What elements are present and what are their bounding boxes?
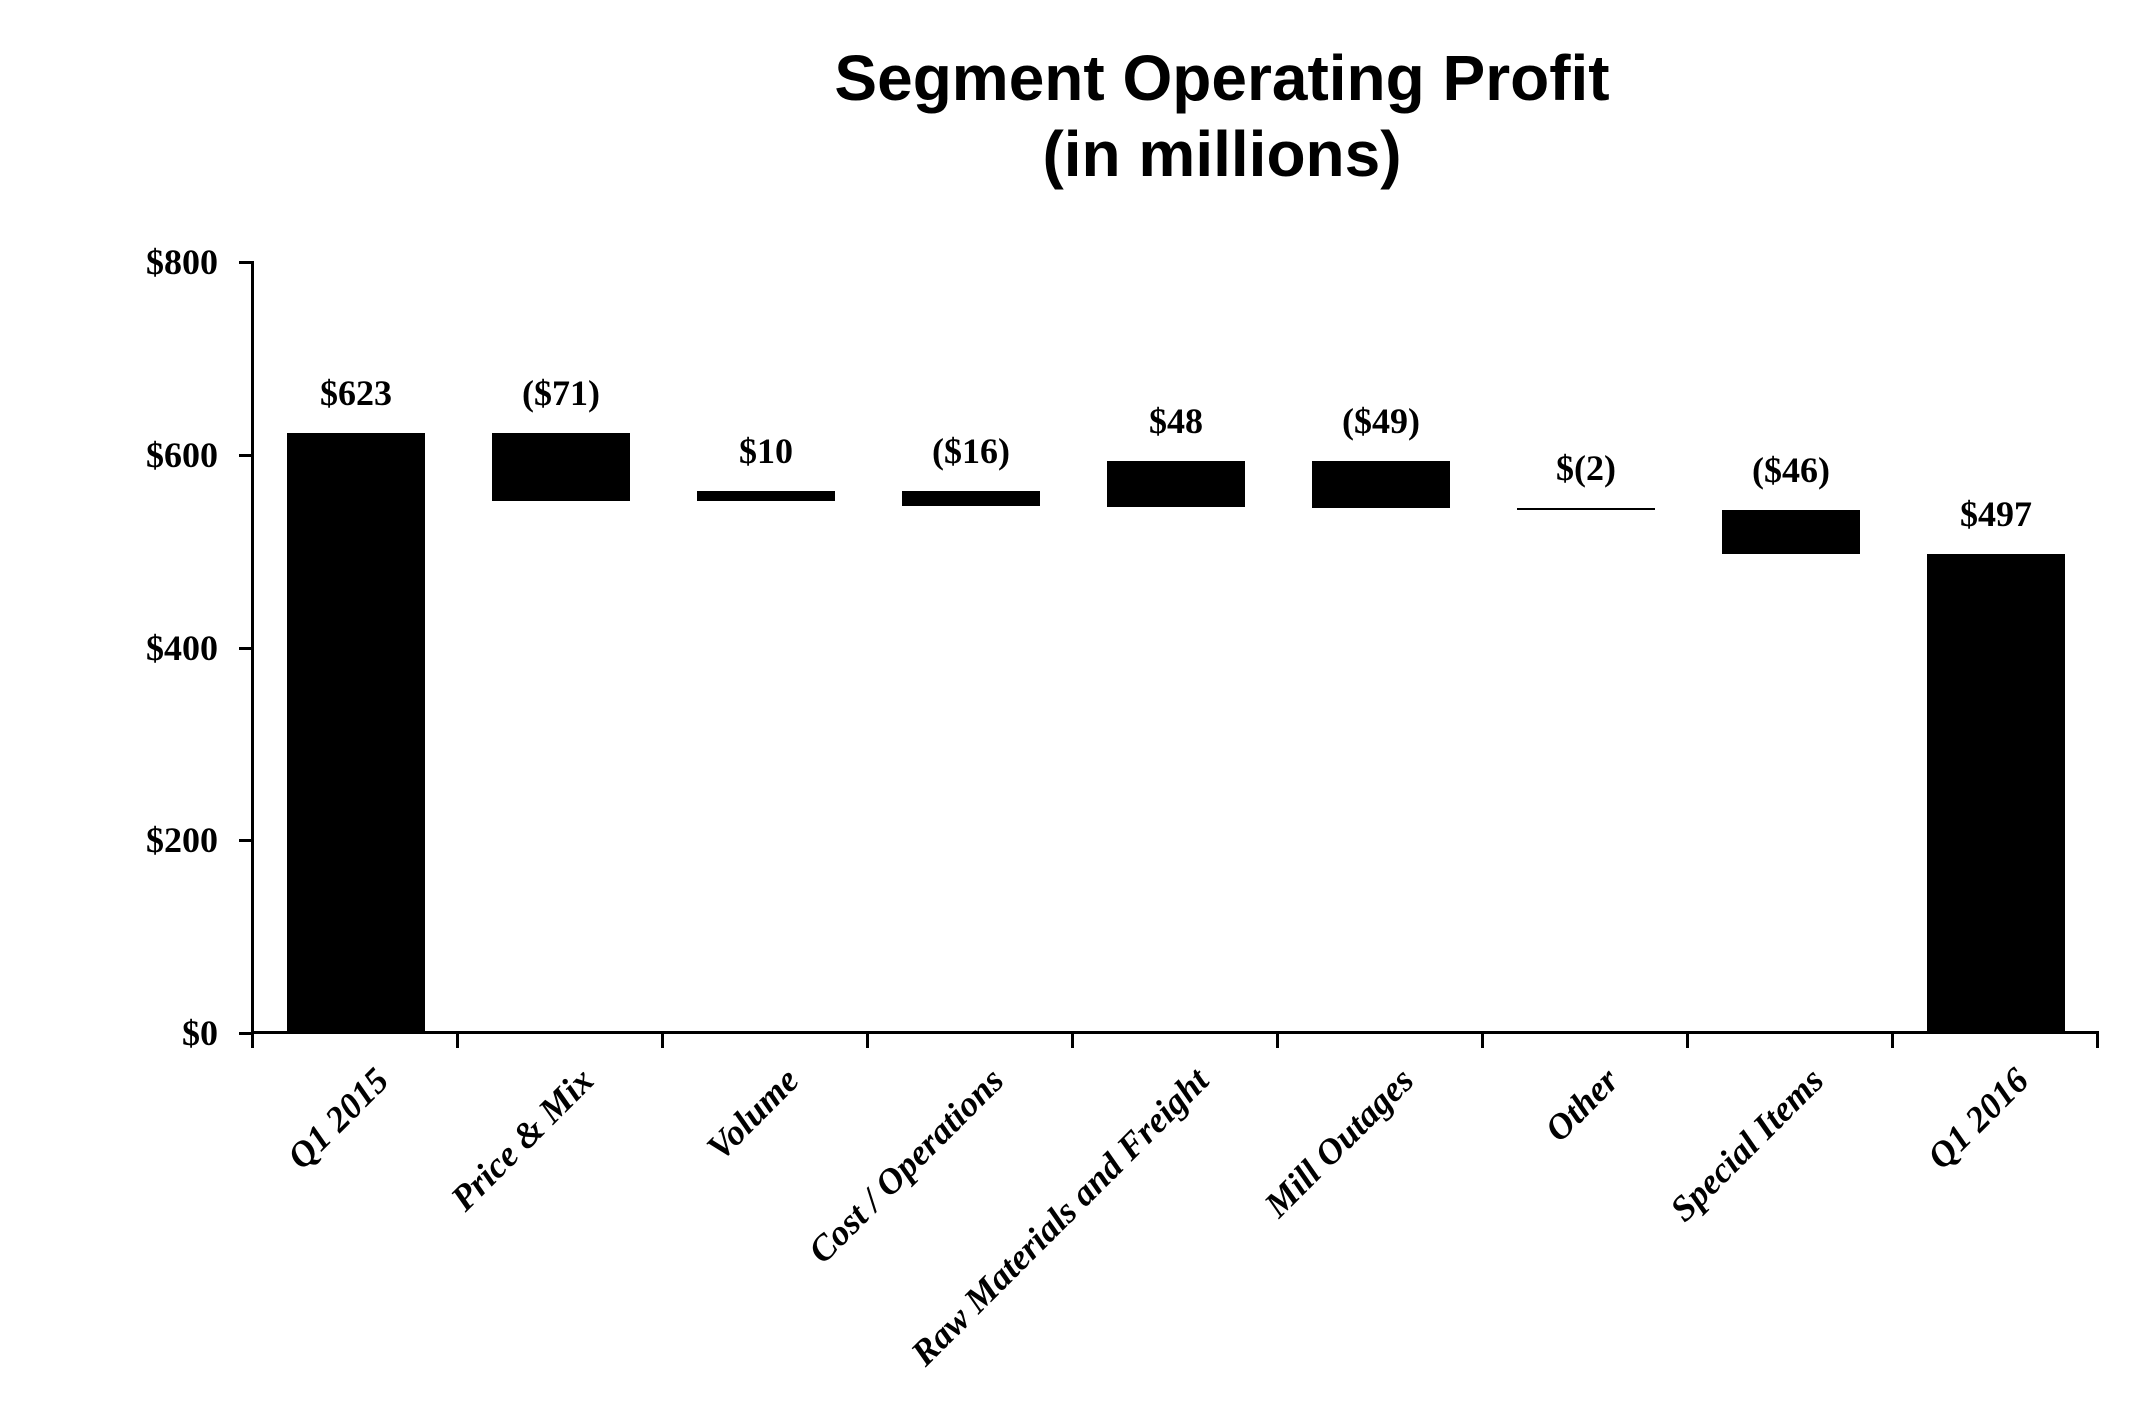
chart-title: Segment Operating Profit (in millions) [834,40,1609,192]
y-axis-label: $600 [146,435,218,475]
category-label-q1-2015: Q1 2015 [279,1060,397,1177]
bar-other [1517,508,1655,510]
x-tick [456,1031,459,1048]
x-tick [1891,1031,1894,1048]
y-axis-label: $0 [182,1013,218,1053]
value-label-mill-outages: ($49) [1342,401,1420,441]
value-label-q1-2016: $497 [1960,494,2032,534]
bar-cost-operations [902,491,1040,506]
value-label-volume: $10 [739,431,793,471]
value-label-q1-2015: $623 [320,373,392,413]
y-axis-label: $800 [146,242,218,282]
bar-price-mix [492,433,630,501]
bar-volume [697,491,835,501]
y-axis-label: $200 [146,820,218,860]
value-label-other: $(2) [1556,448,1616,488]
x-tick [661,1031,664,1048]
x-tick [1686,1031,1689,1048]
bar-special-items [1722,510,1860,554]
bar-mill-outages [1312,461,1450,508]
y-tick [239,261,251,264]
x-tick [2096,1031,2099,1048]
bar-q1-2016 [1927,554,2065,1033]
value-label-price-mix: ($71) [522,373,600,413]
x-tick [866,1031,869,1048]
y-tick [239,1032,251,1035]
chart-title-line1: Segment Operating Profit [834,42,1610,114]
x-tick [1276,1031,1279,1048]
bar-q1-2015 [287,433,425,1033]
x-tick [1071,1031,1074,1048]
value-label-raw-materials-and-freight: $48 [1149,401,1203,441]
chart-title-line2: (in millions) [1042,118,1402,190]
y-tick [239,454,251,457]
y-tick [239,839,251,842]
bar-raw-materials-and-freight [1107,461,1245,507]
y-axis-line [251,261,254,1034]
value-label-special-items: ($46) [1752,450,1830,490]
y-tick [239,647,251,650]
x-axis-line [251,1031,2099,1034]
x-tick [1481,1031,1484,1048]
value-label-cost-operations: ($16) [932,431,1010,471]
y-axis-label: $400 [146,628,218,668]
x-tick [251,1031,254,1048]
